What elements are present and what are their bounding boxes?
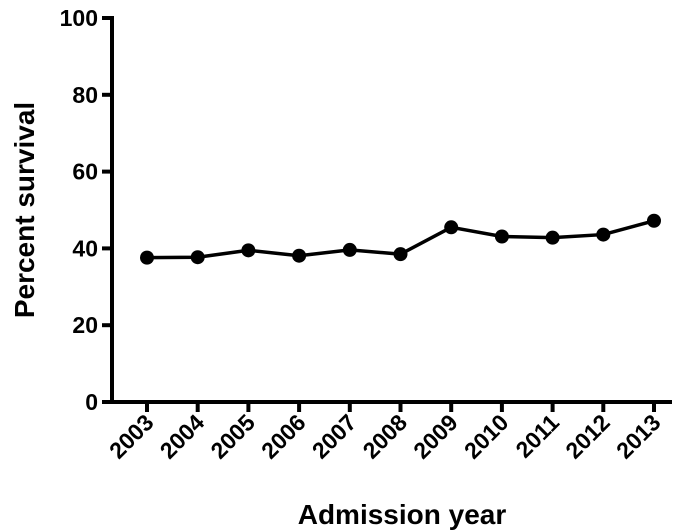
data-point-2003 (140, 250, 154, 265)
x-tick-label-2003: 2003 (104, 409, 159, 464)
x-tick-label-2011: 2011 (510, 409, 564, 463)
y-tick-label-80: 80 (72, 82, 98, 108)
x-tick-label-2012: 2012 (560, 409, 615, 464)
x-tick-label-2005: 2005 (205, 409, 260, 464)
x-tick-label-2004: 2004 (155, 409, 210, 464)
y-tick-label-0: 0 (85, 389, 98, 415)
data-point-2008 (393, 247, 408, 262)
data-point-2013 (647, 213, 661, 228)
y-axis-title: Percent survival (9, 102, 40, 318)
y-axis: 0 20 40 60 80 100 (60, 5, 114, 415)
data-point-2006 (292, 248, 307, 263)
x-tick-label-2008: 2008 (357, 409, 412, 464)
data-point-2009 (444, 220, 459, 235)
x-axis-title: Admission year (298, 499, 507, 530)
data-point-2004 (190, 250, 205, 265)
x-ticks: 2003200420052006200720082009201020112012… (104, 402, 666, 464)
survival-series (140, 213, 661, 265)
y-tick-label-20: 20 (72, 312, 98, 338)
data-point-2007 (342, 242, 357, 257)
data-point-2005 (241, 243, 256, 258)
x-tick-label-2009: 2009 (408, 409, 463, 464)
data-point-2011 (545, 230, 560, 245)
x-tick-label-2013: 2013 (611, 409, 666, 464)
y-tick-label-100: 100 (60, 5, 98, 31)
x-tick-label-2010: 2010 (459, 409, 514, 464)
x-tick-label-2006: 2006 (256, 409, 311, 464)
data-point-2010 (494, 229, 509, 244)
y-tick-label-40: 40 (72, 235, 98, 261)
y-ticks: 0 20 40 60 80 100 (60, 5, 112, 415)
x-tick-label-2007: 2007 (307, 409, 362, 464)
x-axis: 2003200420052006200720082009201020112012… (104, 400, 672, 464)
data-point-2012 (596, 227, 611, 242)
y-tick-label-60: 60 (72, 159, 98, 185)
